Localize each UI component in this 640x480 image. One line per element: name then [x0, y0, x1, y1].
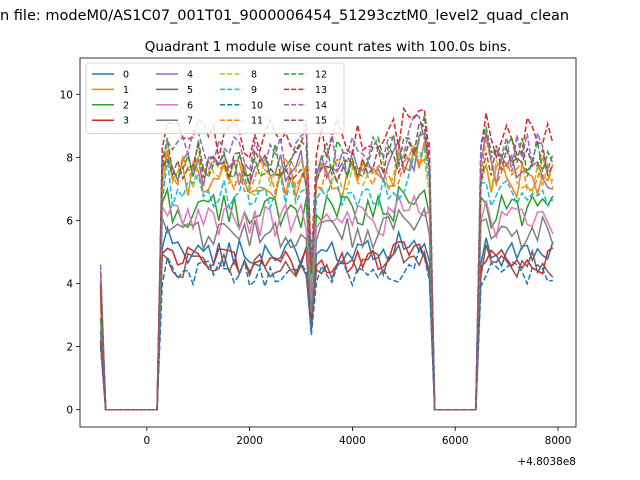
x-tick-label: 8000: [545, 435, 572, 447]
y-tick-label: 4: [66, 279, 73, 291]
legend-label: 11: [251, 116, 263, 127]
legend-label: 13: [315, 85, 327, 96]
series-lines: [99, 106, 554, 411]
legend-label: 3: [123, 116, 129, 127]
x-axis-offset-text: +4.8038e8: [517, 456, 576, 468]
x-tick-label: 0: [143, 435, 150, 447]
legend-label: 10: [251, 100, 263, 111]
legend-label: 7: [187, 116, 193, 127]
legend-label: 15: [315, 116, 327, 127]
x-tick-label: 4000: [339, 435, 366, 447]
x-axis: 0 2000 4000 6000 8000: [143, 427, 571, 447]
legend-label: 14: [315, 100, 327, 111]
legend-label: 6: [187, 100, 193, 111]
series-line-14: [99, 114, 554, 411]
y-tick-label: 6: [66, 215, 73, 227]
legend-label: 8: [251, 70, 257, 81]
plot-area-frame: [79, 57, 577, 428]
legend-label: 2: [123, 100, 129, 111]
y-axis: 0 2 4 6 8 10: [60, 89, 80, 417]
y-tick-label: 8: [66, 152, 73, 164]
legend-label: 5: [187, 85, 193, 96]
chart-title: Quadrant 1 module wise count rates with …: [145, 39, 511, 55]
y-tick-label: 0: [66, 405, 73, 417]
legend-label: 1: [123, 85, 129, 96]
legend-label: 12: [315, 70, 327, 81]
y-tick-label: 2: [66, 342, 73, 354]
x-tick-label: 2000: [236, 435, 263, 447]
x-tick-label: 6000: [442, 435, 469, 447]
legend-frame: [85, 62, 345, 134]
figure-suptitle: n file: modeM0/AS1C07_001T01_9000006454_…: [0, 8, 569, 24]
legend-label: 0: [123, 70, 129, 81]
series-line-15: [99, 121, 554, 411]
legend-label: 4: [187, 70, 193, 81]
y-tick-label: 10: [60, 89, 73, 101]
legend-label: 9: [251, 85, 257, 96]
series-line-10: [99, 246, 553, 411]
